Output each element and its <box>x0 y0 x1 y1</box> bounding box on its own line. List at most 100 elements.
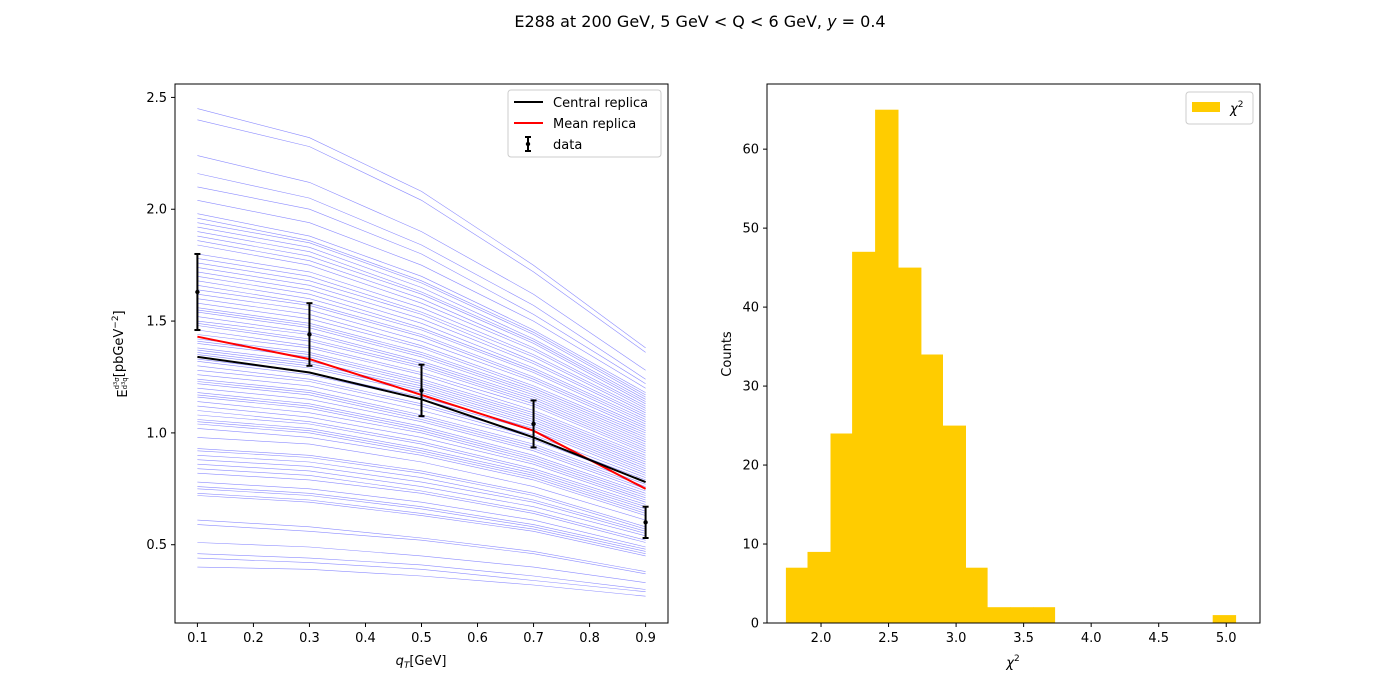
replica-line <box>197 392 646 494</box>
x-tick-label: 4.5 <box>1148 631 1169 646</box>
x-tick-label: 0.5 <box>411 631 432 646</box>
replica-line <box>197 468 646 541</box>
legend-mean-label: Mean replica <box>553 117 636 132</box>
replica-line <box>197 486 646 550</box>
replica-line <box>197 258 646 414</box>
replica-line <box>197 401 646 501</box>
y-tick-label: 2.0 <box>146 203 167 218</box>
left-y-axis-label: Ed3σd3q[pbGeV−2] <box>111 310 131 397</box>
replica-line <box>197 524 646 575</box>
x-tick-label: 5.0 <box>1216 631 1237 646</box>
histogram-bar <box>942 425 966 623</box>
chi2-histogram: 2.0 2.5 3.0 3.5 4.0 4.5 5.0 0 10 20 30 40 50 60 χ2 C… <box>720 83 1261 671</box>
replica-line <box>197 320 646 447</box>
replica-line <box>197 542 646 583</box>
replica-line <box>197 463 646 537</box>
x-tick-label: 0.1 <box>187 631 208 646</box>
histogram-bar <box>987 607 1011 623</box>
figure-title: E288 at 200 GeV, 5 GeV < Q < 6 GeV, y = … <box>0 12 1400 31</box>
replica-line <box>197 213 646 393</box>
replica-line <box>197 519 646 572</box>
replica-line <box>197 419 646 510</box>
replica-line <box>197 553 646 590</box>
histogram-bar <box>785 567 808 623</box>
replica-line <box>197 387 646 492</box>
replica-line <box>197 276 646 422</box>
y-tick-label: 50 <box>742 222 759 237</box>
legend-chi2-swatch <box>1192 102 1220 112</box>
data-errorbars <box>194 252 649 540</box>
left-legend: Central replica Mean replica data <box>507 89 662 158</box>
legend-central-label: Central replica <box>553 96 648 111</box>
replica-line <box>197 437 646 521</box>
replica-line <box>197 448 646 528</box>
y-tick-label: 30 <box>742 380 759 395</box>
histogram-bar <box>921 354 943 623</box>
replica-line <box>197 226 646 400</box>
y-tick-label: 60 <box>742 143 759 158</box>
right-x-axis-label: χ2 <box>1005 654 1019 671</box>
replica-line <box>197 455 646 532</box>
x-tick-label: 4.0 <box>1081 631 1102 646</box>
x-tick-label: 2.5 <box>878 631 899 646</box>
replica-line <box>197 307 646 438</box>
replica-line <box>197 316 646 445</box>
replica-line <box>197 493 646 554</box>
y-tick-label: 20 <box>742 459 759 474</box>
histogram-bar <box>1212 615 1237 623</box>
replica-line <box>197 414 646 507</box>
replica-line <box>197 396 646 499</box>
title-y-symbol: y <box>827 12 837 31</box>
replica-line <box>197 450 646 530</box>
histogram-bar <box>830 433 853 623</box>
replica-line <box>197 309 646 440</box>
legend-data-swatch <box>525 136 531 152</box>
left-y-axis-ticks: 0.5 1.0 1.5 2.0 2.5 <box>146 91 175 553</box>
replica-line <box>197 240 646 407</box>
left-x-axis-label: qT[GeV] <box>396 654 447 671</box>
histogram-bars <box>785 109 1237 624</box>
x-tick-label: 0.4 <box>355 631 376 646</box>
replica-line <box>197 495 646 557</box>
data-point <box>530 399 537 449</box>
legend-data-label: data <box>553 138 582 153</box>
y-tick-label: 0.5 <box>146 538 167 553</box>
x-tick-label: 0.8 <box>579 631 600 646</box>
replica-line <box>197 311 646 443</box>
x-tick-label: 2.0 <box>811 631 832 646</box>
x-tick-label: 3.5 <box>1013 631 1034 646</box>
x-tick-label: 0.6 <box>467 631 488 646</box>
x-tick-label: 0.7 <box>523 631 544 646</box>
right-x-axis-ticks: 2.0 2.5 3.0 3.5 4.0 4.5 5.0 <box>811 623 1237 646</box>
left-legend-box <box>507 89 662 158</box>
data-point <box>642 505 649 540</box>
y-tick-label: 40 <box>742 301 759 316</box>
replica-line <box>197 231 646 402</box>
replica-line <box>197 472 646 543</box>
replica-line <box>197 557 646 592</box>
histogram-bar <box>875 109 899 623</box>
replica-line <box>197 262 646 416</box>
right-y-axis-ticks: 0 10 20 30 40 50 60 <box>742 143 767 632</box>
y-tick-label: 1.5 <box>146 315 167 330</box>
replica-line <box>197 423 646 514</box>
replica-line <box>197 235 646 405</box>
replica-line-chart: 0.1 0.2 0.3 0.4 0.5 0.6 0.7 0.8 0.9 0.5 1.0 1.5 2.0… <box>111 83 669 671</box>
replica-line <box>197 253 646 411</box>
replica-line <box>197 302 646 436</box>
y-tick-label: 1.0 <box>146 426 167 441</box>
replica-line <box>197 108 646 349</box>
left-x-axis-ticks: 0.1 0.2 0.3 0.4 0.5 0.6 0.7 0.8 0.9 <box>187 623 656 646</box>
replica-line <box>197 271 646 420</box>
data-point <box>306 302 313 367</box>
title-text-part: E288 at 200 GeV, 5 GeV < Q < 6 GeV, <box>514 12 828 31</box>
y-tick-label: 2.5 <box>146 91 167 106</box>
replica-line <box>197 289 646 429</box>
replica-line <box>197 119 646 353</box>
histogram-bar <box>852 251 876 624</box>
replica-line <box>197 155 646 371</box>
right-legend: χ2 <box>1185 91 1254 125</box>
right-axes-frame <box>766 83 1261 624</box>
histogram-bar <box>898 267 922 623</box>
